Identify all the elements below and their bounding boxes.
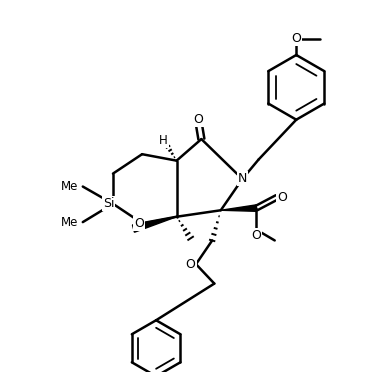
Text: O: O xyxy=(193,113,203,126)
Polygon shape xyxy=(221,205,257,211)
Text: O: O xyxy=(186,258,196,271)
Text: H: H xyxy=(159,134,168,147)
Polygon shape xyxy=(132,217,176,232)
Text: O: O xyxy=(251,228,261,241)
Text: O: O xyxy=(134,217,144,230)
Text: O: O xyxy=(291,32,301,45)
Text: N: N xyxy=(238,173,247,186)
Text: O: O xyxy=(277,191,287,204)
Text: Me: Me xyxy=(61,216,78,229)
Text: Si: Si xyxy=(103,197,114,210)
Text: Me: Me xyxy=(61,180,78,193)
